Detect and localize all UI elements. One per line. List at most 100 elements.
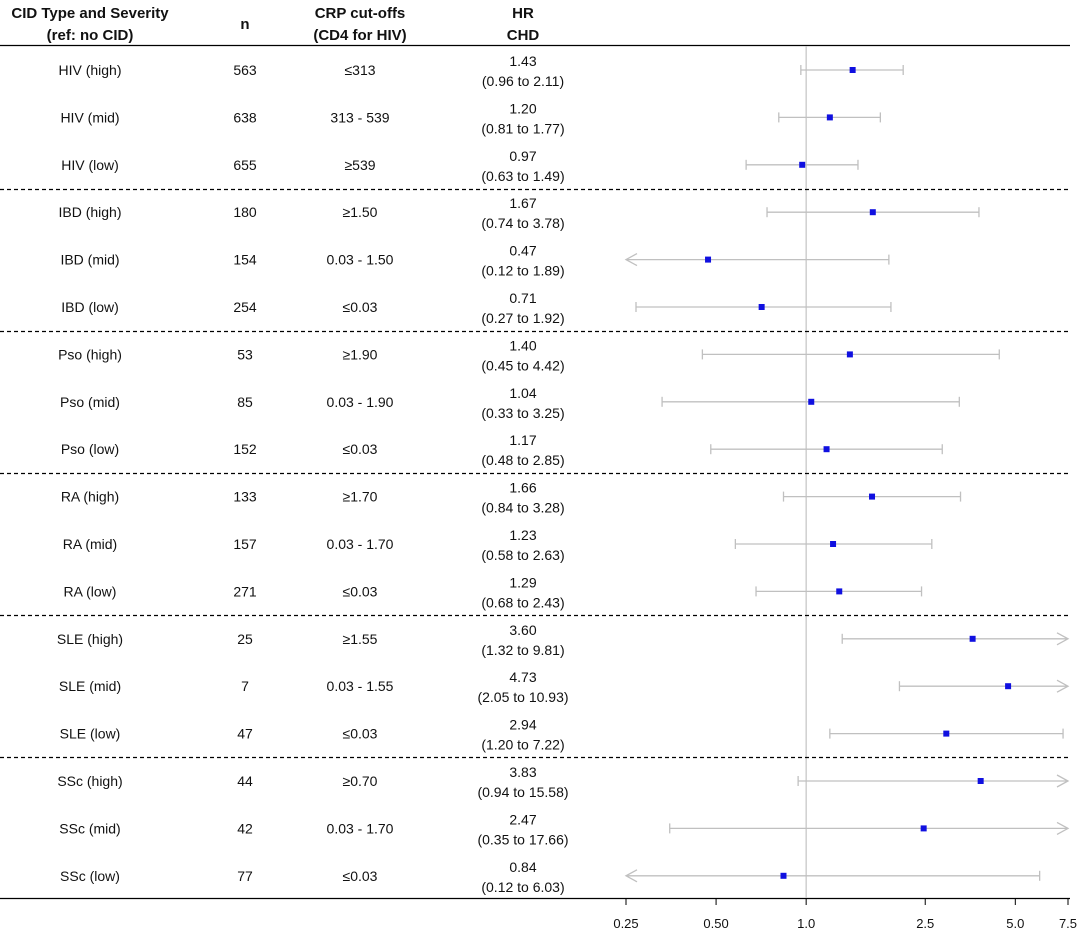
row-label: RA (high) — [61, 489, 119, 505]
ci-arrow-right — [1056, 632, 1070, 646]
row-n: 53 — [237, 346, 253, 362]
row-hr: 1.40 — [509, 337, 536, 353]
row-hr: 0.97 — [509, 148, 536, 164]
table-row: SSc (mid) 42 0.03 - 1.70 2.47 (0.35 to 17.66… — [59, 811, 1070, 847]
hr-point — [849, 67, 856, 73]
x-tick-label: 0.25 — [613, 916, 638, 931]
row-cutoff: ≥1.90 — [343, 346, 378, 362]
table-row: SLE (high) 25 ≥1.55 3.60 (1.32 to 9.81) — [57, 622, 1070, 658]
row-ci: (1.20 to 7.22) — [481, 737, 564, 753]
row-label: SLE (mid) — [59, 678, 121, 694]
row-cutoff: 0.03 - 1.70 — [327, 820, 394, 836]
hr-point — [836, 588, 843, 595]
row-cutoff: ≤0.03 — [343, 868, 378, 884]
row-label: SLE (high) — [57, 631, 123, 647]
table-row: RA (low) 271 ≤0.03 1.29 (0.68 to 2.43) — [64, 574, 923, 610]
ci-arrow-right — [1056, 774, 1070, 788]
column-headers: CID Type and Severity (ref: no CID) n CR… — [11, 5, 539, 44]
row-cutoff: ≥0.70 — [343, 773, 378, 789]
row-hr: 1.20 — [509, 100, 536, 116]
row-n: 638 — [233, 109, 257, 125]
row-label: Pso (low) — [61, 441, 119, 457]
row-hr: 0.71 — [509, 290, 536, 306]
row-n: 25 — [237, 631, 253, 647]
row-label: IBD (high) — [58, 204, 121, 220]
row-ci: (0.12 to 1.89) — [481, 263, 564, 279]
row-hr: 4.73 — [509, 669, 536, 685]
row-n: 655 — [233, 157, 257, 173]
row-ci: (0.12 to 6.03) — [481, 879, 564, 895]
table-row: Pso (high) 53 ≥1.90 1.40 (0.45 to 4.42) — [58, 337, 1000, 373]
row-hr: 1.04 — [509, 385, 536, 401]
row-label: RA (mid) — [63, 536, 117, 552]
row-cutoff: 0.03 - 1.70 — [327, 536, 394, 552]
header-cutoff-line1: CRP cut-offs — [315, 5, 406, 22]
table-row: IBD (high) 180 ≥1.50 1.67 (0.74 to 3.78) — [58, 195, 980, 231]
x-tick-label: 5.0 — [1006, 916, 1024, 931]
hr-point — [869, 209, 876, 216]
row-n: 154 — [233, 252, 257, 268]
table-row: IBD (low) 254 ≤0.03 0.71 (0.27 to 1.92) — [61, 290, 892, 326]
hr-point — [758, 304, 765, 310]
row-ci: (1.32 to 9.81) — [481, 642, 564, 658]
header-n: n — [240, 16, 249, 33]
row-label: HIV (mid) — [60, 109, 119, 125]
row-ci: (0.84 to 3.28) — [481, 500, 564, 516]
row-ci: (0.96 to 2.11) — [482, 73, 564, 89]
row-hr: 3.83 — [509, 764, 536, 780]
row-hr: 2.94 — [509, 717, 536, 733]
ci-arrow-left — [624, 869, 638, 883]
hr-point — [920, 825, 927, 832]
hr-point — [969, 635, 976, 642]
row-hr: 0.84 — [509, 859, 536, 875]
row-label: RA (low) — [64, 583, 117, 599]
hr-point — [780, 872, 787, 879]
hr-point — [705, 256, 712, 263]
row-ci: (0.27 to 1.92) — [481, 310, 564, 326]
row-hr: 1.66 — [509, 480, 536, 496]
row-n: 44 — [237, 773, 253, 789]
table-row: RA (mid) 157 0.03 - 1.70 1.23 (0.58 to 2.63) — [63, 527, 933, 563]
table-row: SLE (mid) 7 0.03 - 1.55 4.73 (2.05 to 10.93) — [59, 669, 1070, 705]
table-row: HIV (mid) 638 313 - 539 1.20 (0.81 to 1.77) — [60, 100, 882, 136]
header-cutoff-line2: (CD4 for HIV) — [313, 27, 406, 44]
row-cutoff: ≥1.50 — [343, 204, 378, 220]
row-cutoff: 313 - 539 — [330, 109, 389, 125]
row-ci: (0.58 to 2.63) — [481, 547, 564, 563]
row-n: 133 — [233, 489, 257, 505]
x-tick-label: 1.0 — [797, 916, 815, 931]
row-hr: 2.47 — [509, 811, 536, 827]
table-row: SLE (low) 47 ≤0.03 2.94 (1.20 to 7.22) — [60, 717, 1064, 753]
table-row: Pso (low) 152 ≤0.03 1.17 (0.48 to 2.85) — [61, 432, 943, 468]
row-n: 77 — [237, 868, 253, 884]
group-separators — [0, 188, 1070, 759]
hr-point — [799, 161, 806, 168]
table-row: IBD (mid) 154 0.03 - 1.50 0.47 (0.12 to 1.89… — [60, 243, 890, 279]
row-ci: (0.63 to 1.49) — [481, 168, 564, 184]
hr-point — [808, 398, 815, 405]
hr-point — [830, 541, 837, 547]
row-label: IBD (mid) — [60, 252, 119, 268]
table-row: SSc (high) 44 ≥0.70 3.83 (0.94 to 15.58) — [57, 764, 1070, 800]
row-cutoff: ≤0.03 — [343, 441, 378, 457]
row-cutoff: ≤0.03 — [343, 299, 378, 315]
row-label: SSc (mid) — [59, 820, 120, 836]
x-tick-label: 7.5 — [1059, 916, 1077, 931]
hr-point — [869, 493, 876, 500]
ci-arrow-right — [1056, 821, 1070, 835]
row-hr: 1.43 — [509, 53, 536, 69]
table-row: HIV (high) 563 ≤313 1.43 (0.96 to 2.11) — [58, 53, 904, 89]
row-label: SLE (low) — [60, 726, 121, 742]
row-n: 7 — [241, 678, 249, 694]
row-cutoff: 0.03 - 1.55 — [327, 678, 394, 694]
row-hr: 1.17 — [509, 432, 536, 448]
row-n: 563 — [233, 62, 257, 78]
table-row: RA (high) 133 ≥1.70 1.66 (0.84 to 3.28) — [61, 480, 962, 516]
row-n: 47 — [237, 726, 253, 742]
row-label: HIV (low) — [61, 157, 119, 173]
header-group-line1: CID Type and Severity — [11, 5, 169, 22]
row-n: 254 — [233, 299, 257, 315]
row-ci: (0.35 to 17.66) — [477, 831, 568, 847]
table-row: HIV (low) 655 ≥539 0.97 (0.63 to 1.49) — [61, 148, 859, 184]
